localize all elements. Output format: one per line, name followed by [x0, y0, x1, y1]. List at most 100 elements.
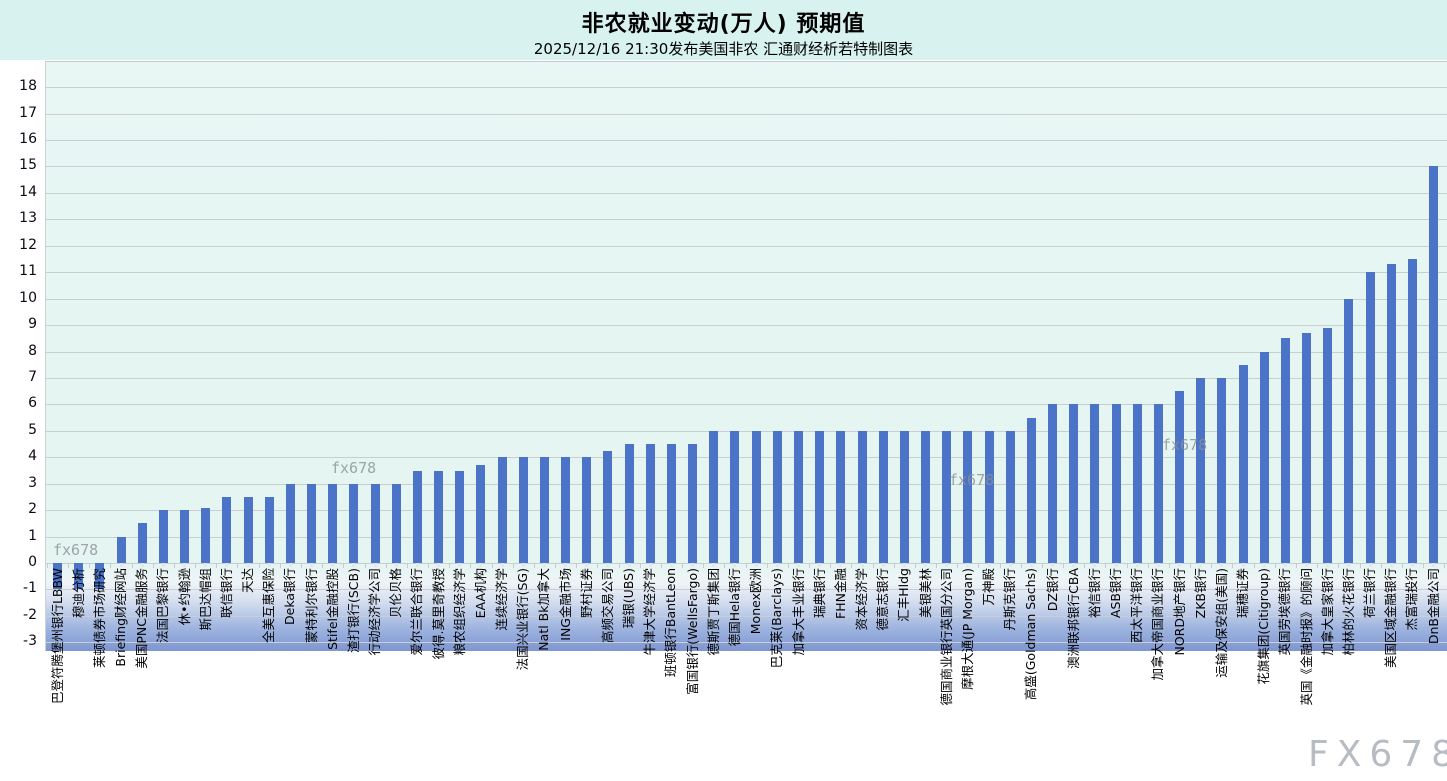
axis-tick-notch — [119, 563, 123, 567]
axis-tick-notch — [585, 563, 589, 567]
axis-tick — [173, 563, 175, 568]
bar — [370, 483, 380, 563]
fx678-small-watermark: fx678 — [949, 471, 995, 489]
bar — [412, 470, 422, 563]
axis-tick-notch — [945, 563, 949, 567]
plot-area — [45, 61, 1447, 651]
bar — [603, 450, 613, 563]
bar — [1259, 351, 1269, 563]
axis-tick-notch — [712, 563, 716, 567]
axis-tick-notch — [775, 563, 779, 567]
x-axis-label: ASB银行 — [1108, 568, 1123, 619]
x-axis-label: 贝伦贝格 — [388, 568, 404, 619]
axis-tick — [1317, 563, 1319, 568]
bar — [497, 457, 507, 563]
y-tick-label: 13 — [19, 210, 37, 227]
bar — [730, 430, 740, 563]
axis-tick-notch — [881, 563, 885, 567]
axis-tick — [46, 563, 48, 568]
x-axis-label: 德国Hela银行 — [726, 568, 742, 647]
bar — [1132, 404, 1142, 563]
bar — [349, 483, 359, 563]
axis-tick-notch — [310, 563, 313, 567]
x-axis-label: 斯巴达帽组 — [197, 568, 213, 631]
axis-tick-notch — [521, 563, 525, 567]
y-tick-label: 1 — [28, 527, 37, 544]
y-tick-label: 9 — [28, 316, 37, 332]
bar — [1302, 333, 1311, 563]
x-axis-label: FHN金融 — [832, 568, 848, 619]
x-axis-label: 行动经济学公司 — [367, 568, 383, 656]
bar — [878, 430, 888, 563]
bar — [1026, 417, 1036, 563]
y-tick-label: -1 — [23, 580, 37, 597]
x-axis-label: 彼得.莫里奇教授 — [430, 568, 446, 660]
y-tick-label: -2 — [23, 606, 37, 623]
axis-tick-notch — [373, 563, 377, 567]
x-axis-label: 加拿大丰业银行 — [790, 568, 806, 656]
x-axis-label: NORD地产银行 — [1171, 568, 1187, 656]
axis-tick — [1359, 563, 1361, 568]
axis-tick-notch — [1051, 563, 1054, 567]
axis-tick — [1338, 563, 1340, 568]
bar — [1280, 338, 1290, 563]
axis-tick-notch — [902, 563, 906, 567]
x-axis-label: 汇丰Hldg — [896, 568, 912, 622]
axis-tick-notch — [1305, 563, 1308, 567]
bar — [815, 430, 825, 563]
axis-tick — [152, 563, 154, 568]
axis-tick — [195, 563, 197, 568]
axis-tick — [914, 563, 916, 568]
bar — [666, 444, 676, 563]
bar — [53, 563, 62, 590]
x-axis-label: 英国劳埃德银行 — [1277, 568, 1293, 656]
axis-tick-notch — [1347, 563, 1351, 567]
bar — [582, 457, 592, 563]
axis-tick — [1211, 563, 1213, 568]
x-axis-label: DZ银行 — [1044, 568, 1060, 612]
y-tick-label: 3 — [28, 474, 37, 491]
gridline — [45, 192, 1447, 194]
axis-tick-notch — [1114, 563, 1118, 567]
axis-tick-notch — [415, 563, 419, 567]
axis-tick — [978, 563, 980, 568]
x-axis-label: 德意志银行 — [875, 568, 891, 631]
x-axis-label: 瑞穗证券 — [1235, 568, 1250, 619]
axis-tick-notch — [1410, 563, 1414, 567]
axis-tick — [470, 563, 472, 568]
axis-tick-notch — [394, 563, 398, 567]
gridline — [45, 166, 1447, 168]
gridline — [45, 113, 1447, 115]
axis-tick — [1147, 563, 1149, 568]
axis-tick — [1063, 563, 1065, 568]
x-axis-label: 富国银行(WellsFargo) — [684, 568, 700, 695]
bar — [1005, 430, 1015, 563]
x-axis-label: 加拿大帝国商业银行 — [1150, 568, 1166, 681]
axis-tick-notch — [183, 563, 186, 567]
gridline — [45, 219, 1447, 221]
x-axis-label: 西太平洋银行 — [1129, 568, 1145, 644]
x-axis-label: 裕信银行 — [1086, 568, 1102, 619]
axis-tick-notch — [1220, 563, 1224, 567]
bar — [1429, 166, 1439, 563]
bar — [1323, 327, 1333, 563]
axis-tick — [1232, 563, 1234, 568]
x-axis-label: 牛津大学经济学 — [642, 568, 658, 656]
axis-tick-notch — [1326, 563, 1330, 567]
axis-tick-notch — [733, 563, 737, 567]
bar — [518, 457, 528, 563]
x-axis-label: 运输及保安组(美国) — [1213, 568, 1229, 678]
bar — [984, 430, 994, 563]
axis-tick — [1274, 563, 1276, 568]
axis-tick — [809, 563, 810, 568]
axis-tick-notch — [564, 563, 568, 567]
axis-tick — [872, 563, 874, 568]
axis-tick-notch — [966, 563, 970, 567]
x-axis-label: 法国巴黎银行 — [155, 568, 171, 644]
axis-tick — [449, 563, 451, 568]
gridline — [45, 140, 1447, 141]
axis-tick — [216, 563, 218, 568]
axis-tick — [258, 563, 260, 568]
axis-tick — [639, 563, 641, 568]
